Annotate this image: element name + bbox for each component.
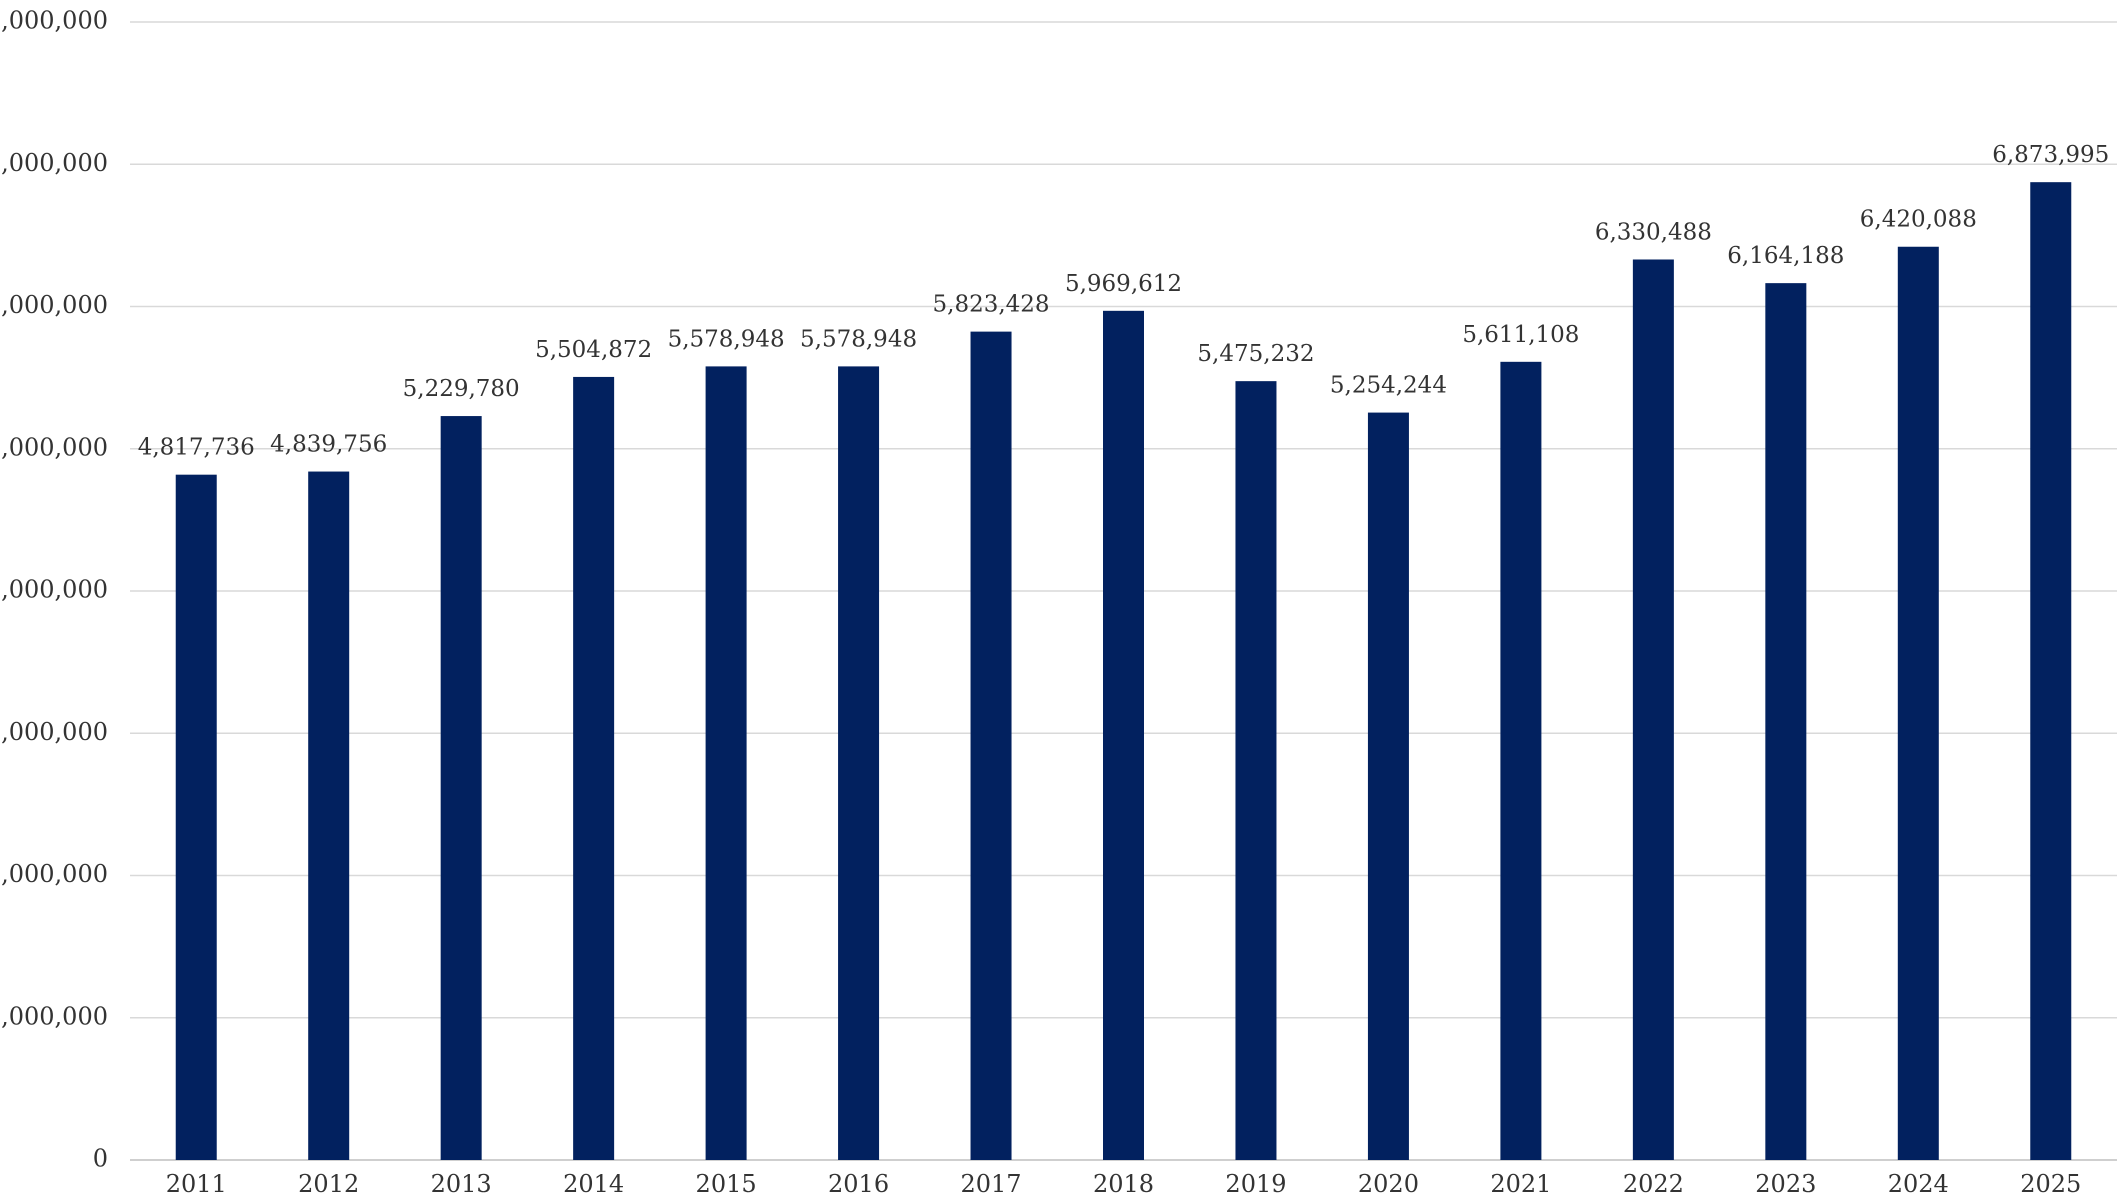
data-label: 5,254,244 (1330, 373, 1447, 399)
data-label: 4,817,736 (138, 435, 255, 461)
x-tick-label: 2013 (431, 1170, 492, 1198)
data-label: 5,969,612 (1065, 271, 1182, 297)
y-tick-label: 6,000,000 (0, 291, 108, 319)
x-tick-label: 2021 (1490, 1170, 1551, 1198)
bar (838, 366, 880, 1160)
data-label: 6,873,995 (1992, 142, 2109, 168)
data-label: 5,611,108 (1462, 322, 1579, 348)
x-tick-label: 2011 (166, 1170, 227, 1198)
x-tick-label: 2016 (828, 1170, 889, 1198)
x-tick-label: 2015 (696, 1170, 757, 1198)
y-tick-label: 4,000,000 (0, 576, 108, 604)
bar (2030, 182, 2072, 1161)
x-tick-label: 2017 (960, 1170, 1021, 1198)
bar (175, 474, 217, 1160)
data-label: 5,578,948 (800, 326, 917, 352)
y-tick-label: 5,000,000 (0, 433, 108, 461)
x-tick-label: 2019 (1225, 1170, 1286, 1198)
y-tick-label: 7,000,000 (0, 149, 108, 177)
x-tick-label: 2023 (1755, 1170, 1816, 1198)
data-label: 5,229,780 (403, 376, 520, 402)
data-label: 6,420,088 (1860, 207, 1977, 233)
bars (175, 182, 2072, 1161)
bar (1103, 310, 1144, 1160)
y-tick-label: 0 (93, 1145, 108, 1173)
bar (1632, 259, 1674, 1161)
y-tick-label: 8,000,000 (0, 7, 108, 35)
bar (970, 331, 1012, 1160)
data-labels: 4,817,736 4,839,756 5,229,780 5,504,872 5,57… (138, 142, 2110, 461)
x-tick-label: 2025 (2020, 1170, 2081, 1198)
bar (1897, 246, 1939, 1160)
data-label: 5,504,872 (535, 337, 652, 363)
x-tick-label: 2020 (1358, 1170, 1419, 1198)
data-label: 4,839,756 (270, 432, 387, 458)
bar (1765, 283, 1807, 1160)
y-tick-label: 2,000,000 (0, 860, 108, 888)
data-label: 5,823,428 (933, 292, 1050, 318)
x-tick-label: 2018 (1093, 1170, 1154, 1198)
bar (1367, 412, 1409, 1160)
bar (1235, 381, 1277, 1160)
y-axis-ticks: 0 1,000,000 2,000,000 3,000,000 4,000,000 5,0… (0, 7, 108, 1173)
y-tick-label: 1,000,000 (0, 1002, 108, 1030)
bar (1500, 361, 1542, 1160)
data-label: 5,578,948 (668, 326, 785, 352)
x-axis-ticks: 2011 2012 2013 2014 2015 2016 2017 2018 2019 2020… (166, 1170, 2082, 1198)
data-label: 5,475,232 (1197, 341, 1314, 367)
x-tick-label: 2014 (563, 1170, 624, 1198)
bar (308, 471, 350, 1161)
x-tick-label: 2012 (298, 1170, 359, 1198)
y-tick-label: 3,000,000 (0, 718, 108, 746)
x-tick-label: 2024 (1888, 1170, 1949, 1198)
data-label: 6,164,188 (1727, 243, 1844, 269)
x-tick-label: 2022 (1623, 1170, 1684, 1198)
data-label: 6,330,488 (1595, 219, 1712, 245)
bar (440, 416, 482, 1160)
bar (705, 366, 747, 1160)
bar (573, 376, 615, 1160)
